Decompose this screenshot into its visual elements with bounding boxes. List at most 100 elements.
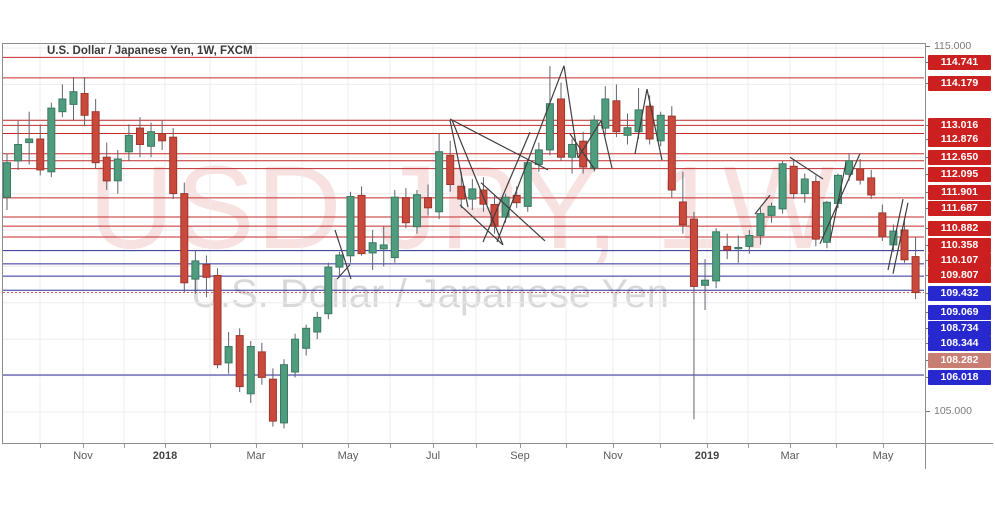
candle-down [102,156,111,182]
trend-line[interactable] [819,153,861,245]
candle-down [36,138,45,171]
time-tick [210,444,211,448]
time-label: 2019 [694,450,720,462]
candle-down [357,194,366,255]
candle-up [601,98,610,129]
chart-frame [2,43,992,469]
candle-down [911,256,920,294]
candle-down [169,136,178,195]
price-label: 111.687 [928,201,991,216]
candle-down [424,197,433,209]
time-tick [302,444,303,448]
trend-line[interactable] [829,162,847,242]
candle-up [568,144,577,158]
price-label: 108.344 [928,336,991,351]
time-axis[interactable]: Nov 2018 Mar May Jul Sep Nov 2019 Mar May [2,443,925,469]
time-label: May [872,450,894,462]
candle-up [623,127,632,136]
candle-down [158,133,167,142]
time-tick [836,444,837,448]
trend-line[interactable] [449,118,549,171]
candle-up [390,196,399,259]
candle-down [401,197,410,224]
candle-up [534,149,543,165]
price-label: 112.650 [928,150,991,165]
candle-up [701,279,710,286]
time-tick [566,444,567,448]
time-tick [707,444,708,448]
time-tick [390,444,391,448]
candle-up [756,213,765,236]
trend-line[interactable] [459,204,504,246]
candle-up [69,91,78,105]
trend-line[interactable] [892,202,909,274]
price-label: 115.000 [934,40,972,52]
candle-up [656,114,665,142]
trend-line[interactable] [482,131,531,243]
trend-line[interactable] [451,119,504,246]
time-tick [790,444,791,448]
candle-up [412,194,421,228]
candle-down [213,275,222,366]
candle-down [557,98,565,158]
price-label: 113.016 [928,118,991,133]
price-label: 112.876 [928,132,991,147]
candle-down [257,351,266,378]
price-tick [926,46,930,47]
candle-up [47,107,56,173]
candle-up [224,346,233,364]
candle-up [58,98,67,113]
time-tick [165,444,166,448]
time-tick [40,444,41,448]
time-tick [476,444,477,448]
trend-line[interactable] [496,65,565,243]
trend-line[interactable] [634,88,648,155]
candle-down [789,165,798,195]
trend-line[interactable] [577,120,602,159]
candle-down [678,201,687,226]
time-tick [433,444,434,448]
trend-line[interactable] [600,120,613,169]
candle-up [468,188,477,200]
time-tick [83,444,84,448]
trend-line[interactable] [336,264,351,280]
candle-up [346,196,355,257]
time-tick [256,444,257,448]
candle-down [446,154,455,185]
candle-up [302,327,311,349]
candle-up [734,247,743,250]
trend-line[interactable] [334,229,352,280]
price-label: 112.095 [928,167,991,182]
candle-up [800,178,809,195]
trend-line[interactable] [754,194,771,215]
candle-down [268,378,277,422]
candle-up [25,138,34,144]
candle-up [3,162,11,198]
candle-up [191,260,200,280]
candle-up [778,163,787,210]
candle-up [501,196,510,218]
price-label: 114.741 [928,55,991,70]
price-label: 106.018 [928,370,991,385]
candle-down [811,181,820,240]
trend-line[interactable] [789,156,824,180]
candle-up [523,162,532,207]
candle-up [280,364,288,424]
price-axis[interactable]: 115.000 114.741 114.179 113.016 112.876 112.6… [925,40,993,443]
trend-line[interactable] [449,119,469,208]
trend-line[interactable] [569,133,596,171]
time-label: Mar [780,450,800,462]
price-label: 109.069 [928,305,991,320]
trend-line[interactable] [646,88,663,161]
candle-down [235,335,244,388]
price-label: 109.432 [928,286,991,301]
candle-up [767,205,776,216]
trend-line[interactable] [480,182,546,242]
candle-up [124,134,133,153]
symbol-legend[interactable]: U.S. Dollar / Japanese Yen, 1W, FXCM [47,45,253,57]
time-label: Nov [73,450,93,462]
price-label: 108.282 [928,353,991,368]
candle-down [135,127,144,146]
trend-line[interactable] [887,198,904,271]
